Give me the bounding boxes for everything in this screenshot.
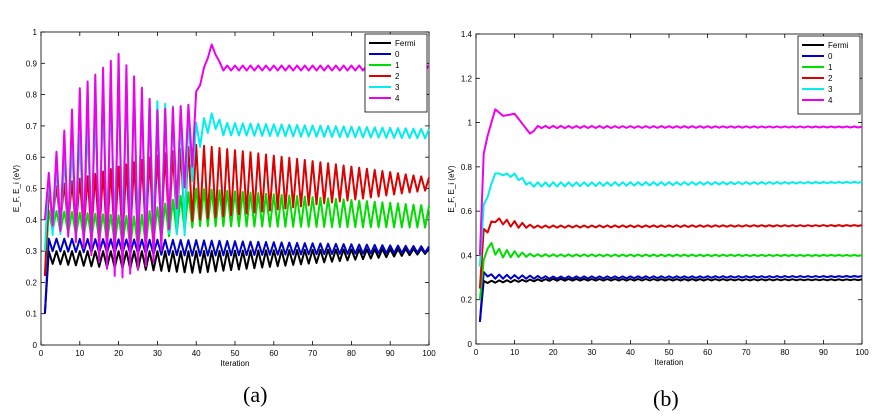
- chart-a: 0 10 20 30 40 50 60 70 80 90 10000.10.20.30.40.50.…: [12, 28, 436, 368]
- y-tick-label: 1.4: [461, 30, 473, 39]
- series-line-3: [478, 172, 863, 267]
- y-tick-label: 0.3: [26, 247, 38, 256]
- x-tick-label: 80: [347, 349, 356, 358]
- x-tick-label: 100: [855, 348, 869, 357]
- series-line-0: [43, 237, 430, 314]
- x-tick-label: 0: [474, 348, 479, 357]
- y-tick-label: 1.2: [461, 74, 473, 83]
- y-tick-label: 0: [468, 340, 473, 349]
- legend-label: 2: [828, 74, 833, 83]
- x-tick-label: 20: [114, 349, 123, 358]
- x-tick-label: 60: [269, 349, 278, 358]
- y-tick-label: 0.9: [26, 59, 38, 68]
- legend-label: 0: [828, 52, 833, 61]
- x-tick-label: 10: [75, 349, 84, 358]
- y-tick-label: 0.6: [461, 207, 473, 216]
- x-tick-label: 70: [308, 349, 317, 358]
- x-tick-label: 100: [422, 349, 436, 358]
- y-tick-label: 0.1: [26, 310, 38, 319]
- chart-b: 0 10 20 30 40 50 60 70 80 90 10000.20.40.60.811.21…: [447, 30, 869, 367]
- y-tick-label: 0.4: [26, 216, 38, 225]
- y-axis-label: E_F, E_i (eV): [447, 165, 456, 212]
- y-tick-label: 0: [33, 341, 38, 350]
- legend-label: 4: [395, 94, 400, 103]
- series-line-1: [478, 241, 863, 300]
- x-axis-label: Iteration: [655, 358, 684, 367]
- legend-label: 1: [828, 63, 833, 72]
- series-line-1: [43, 187, 430, 277]
- series-line-2: [478, 217, 863, 289]
- legend-label: 4: [828, 96, 833, 105]
- legend-label: 2: [395, 72, 400, 81]
- y-tick-label: 0.2: [461, 296, 473, 305]
- x-tick-label: 10: [510, 348, 519, 357]
- x-tick-label: 90: [819, 348, 828, 357]
- y-tick-label: 0.8: [461, 163, 473, 172]
- y-tick-label: 0.2: [26, 278, 38, 287]
- legend-label: 3: [395, 83, 400, 92]
- y-tick-label: 0.6: [26, 153, 38, 162]
- x-tick-label: 30: [153, 349, 162, 358]
- x-tick-label: 50: [665, 348, 674, 357]
- x-axis-label: Iteration: [221, 359, 250, 368]
- series-line-4: [478, 108, 863, 256]
- caption-a: (a): [243, 382, 268, 407]
- x-tick-label: 0: [39, 349, 44, 358]
- y-tick-label: 0.7: [26, 122, 38, 131]
- x-tick-label: 90: [386, 349, 395, 358]
- figure: 0 10 20 30 40 50 60 70 80 90 10000.10.20.30.40.50.…: [12, 28, 869, 368]
- legend-label: Fermi: [828, 41, 849, 50]
- legend-label: 1: [395, 61, 400, 70]
- legend-label: Fermi: [395, 39, 416, 48]
- x-tick-label: 80: [780, 348, 789, 357]
- legend-label: 0: [395, 50, 400, 59]
- x-tick-label: 30: [587, 348, 596, 357]
- series-line-Fermi: [43, 247, 430, 314]
- x-tick-label: 40: [192, 349, 201, 358]
- y-axis-label: E_F, E_i (eV): [12, 165, 21, 212]
- y-tick-label: 1: [468, 119, 473, 128]
- x-tick-label: 40: [626, 348, 635, 357]
- x-tick-label: 60: [703, 348, 712, 357]
- series-line-Fermi: [478, 277, 863, 322]
- caption-b: (b): [653, 386, 679, 411]
- y-tick-label: 0.8: [26, 91, 38, 100]
- y-tick-label: 0.4: [461, 251, 473, 260]
- x-tick-label: 20: [549, 348, 558, 357]
- legend-label: 3: [828, 85, 833, 94]
- y-tick-label: 0.5: [26, 185, 38, 194]
- y-tick-label: 1: [33, 28, 38, 37]
- x-tick-label: 50: [231, 349, 240, 358]
- series-line-0: [478, 271, 863, 322]
- x-tick-label: 70: [742, 348, 751, 357]
